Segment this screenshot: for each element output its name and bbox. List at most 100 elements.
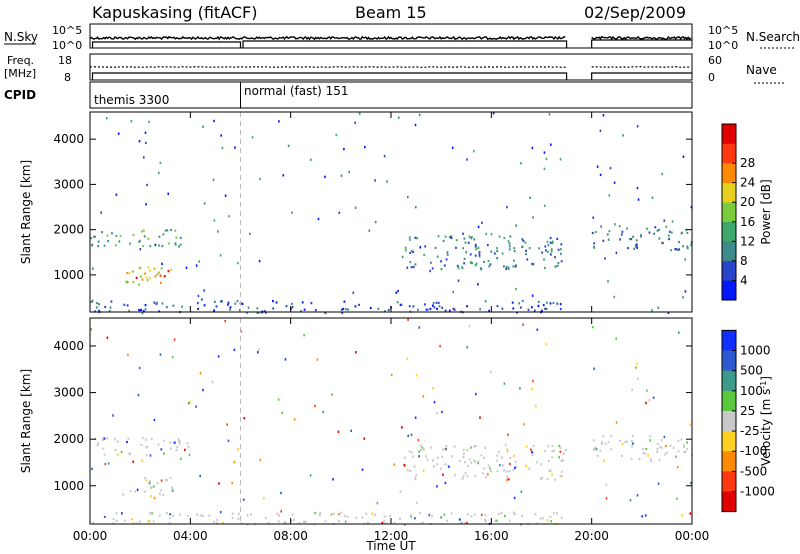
echo-cell (338, 211, 341, 214)
echo-cell (141, 278, 144, 281)
echo-cell (559, 475, 562, 478)
echo-cell (243, 417, 246, 420)
echo-cell (503, 382, 506, 385)
echo-cell (508, 470, 511, 473)
echo-cell (132, 281, 135, 284)
echo-cell (604, 442, 607, 445)
echo-cell (179, 243, 182, 246)
echo-cell (277, 520, 280, 523)
echo-cell (557, 248, 560, 251)
echo-cell (535, 404, 537, 408)
echo-cell (552, 512, 555, 515)
echo-cell (501, 456, 503, 459)
echo-cell (317, 217, 320, 221)
echo-cell (107, 462, 110, 465)
echo-cell (376, 502, 379, 505)
echo-cell (174, 242, 177, 245)
echo-cell (106, 336, 109, 339)
echo-cell (310, 302, 313, 305)
echo-cell (423, 448, 425, 451)
echo-cell (475, 262, 478, 265)
power-colorbar-label: Power [dB] (759, 179, 773, 244)
echo-cell (439, 344, 441, 348)
echo-cell (501, 252, 504, 255)
date-title: 02/Sep/2009 (584, 3, 686, 22)
echo-cell (531, 294, 534, 297)
echo-cell (240, 522, 243, 525)
echo-cell (683, 444, 685, 447)
echo-cell (450, 235, 453, 238)
echo-cell (97, 442, 99, 445)
echo-cell (399, 517, 401, 520)
colorbar-tick-label: -100 (740, 444, 767, 458)
echo-cell (477, 283, 479, 286)
echo-cell (150, 495, 152, 498)
echo-cell (409, 469, 412, 472)
echo-cell (613, 295, 615, 299)
echo-cell (424, 245, 427, 248)
echo-cell (128, 309, 130, 313)
echo-cell (97, 240, 100, 243)
echo-cell (203, 304, 206, 307)
echo-cell (322, 410, 324, 414)
echo-cell (267, 522, 270, 525)
echo-cell (505, 265, 508, 268)
echo-cell (196, 302, 199, 305)
echo-cell (481, 221, 483, 224)
echo-cell (632, 235, 634, 238)
echo-cell (599, 173, 602, 177)
echo-cell (473, 459, 475, 462)
echo-cell (425, 455, 427, 458)
echo-cell (187, 515, 190, 518)
colorbar-segment (722, 280, 736, 301)
echo-cell (675, 455, 677, 458)
echo-cell (417, 308, 419, 311)
echo-cell (560, 516, 563, 519)
echo-cell (670, 249, 672, 252)
echo-cell (406, 266, 409, 269)
echo-cell (512, 307, 515, 310)
echo-cell (496, 470, 499, 473)
echo-cell (528, 467, 531, 470)
echo-cell (410, 266, 413, 269)
echo-cell (122, 493, 124, 496)
echo-cell (558, 444, 561, 448)
colorbar-segment (722, 471, 736, 492)
echo-cell (593, 448, 595, 451)
echo-cell (291, 513, 294, 516)
echo-cell (641, 448, 644, 451)
echo-cell (479, 416, 481, 419)
echo-cell (420, 448, 422, 451)
echo-cell (682, 245, 684, 248)
echo-cell (489, 263, 492, 266)
echo-cell (171, 489, 174, 492)
echo-cell (112, 518, 115, 521)
echo-cell (324, 175, 326, 179)
echo-cell (678, 248, 680, 251)
echo-cell (144, 477, 147, 480)
echo-cell (432, 459, 434, 462)
echo-cell (462, 475, 465, 478)
echo-cell (536, 461, 538, 464)
echo-cell (96, 444, 99, 447)
echo-cell (131, 518, 133, 521)
nsky-right-tick-top: 10^5 (708, 24, 738, 37)
echo-cell (199, 372, 202, 375)
echo-cell (541, 251, 544, 254)
echo-cell (430, 446, 433, 449)
echo-cell (393, 521, 396, 525)
echo-cell (168, 517, 171, 520)
echo-cell (478, 253, 481, 256)
echo-cell (290, 519, 293, 523)
echo-cell (149, 480, 151, 483)
echo-cell (674, 248, 677, 251)
nsky-label: N.Sky (4, 30, 38, 44)
echo-cell (678, 331, 680, 334)
echo-cell (615, 337, 617, 340)
echo-cell (539, 517, 542, 520)
echo-cell (101, 438, 104, 441)
echo-cell (121, 512, 123, 515)
echo-cell (546, 301, 548, 304)
echo-cell (352, 291, 355, 294)
echo-cell (524, 241, 527, 244)
